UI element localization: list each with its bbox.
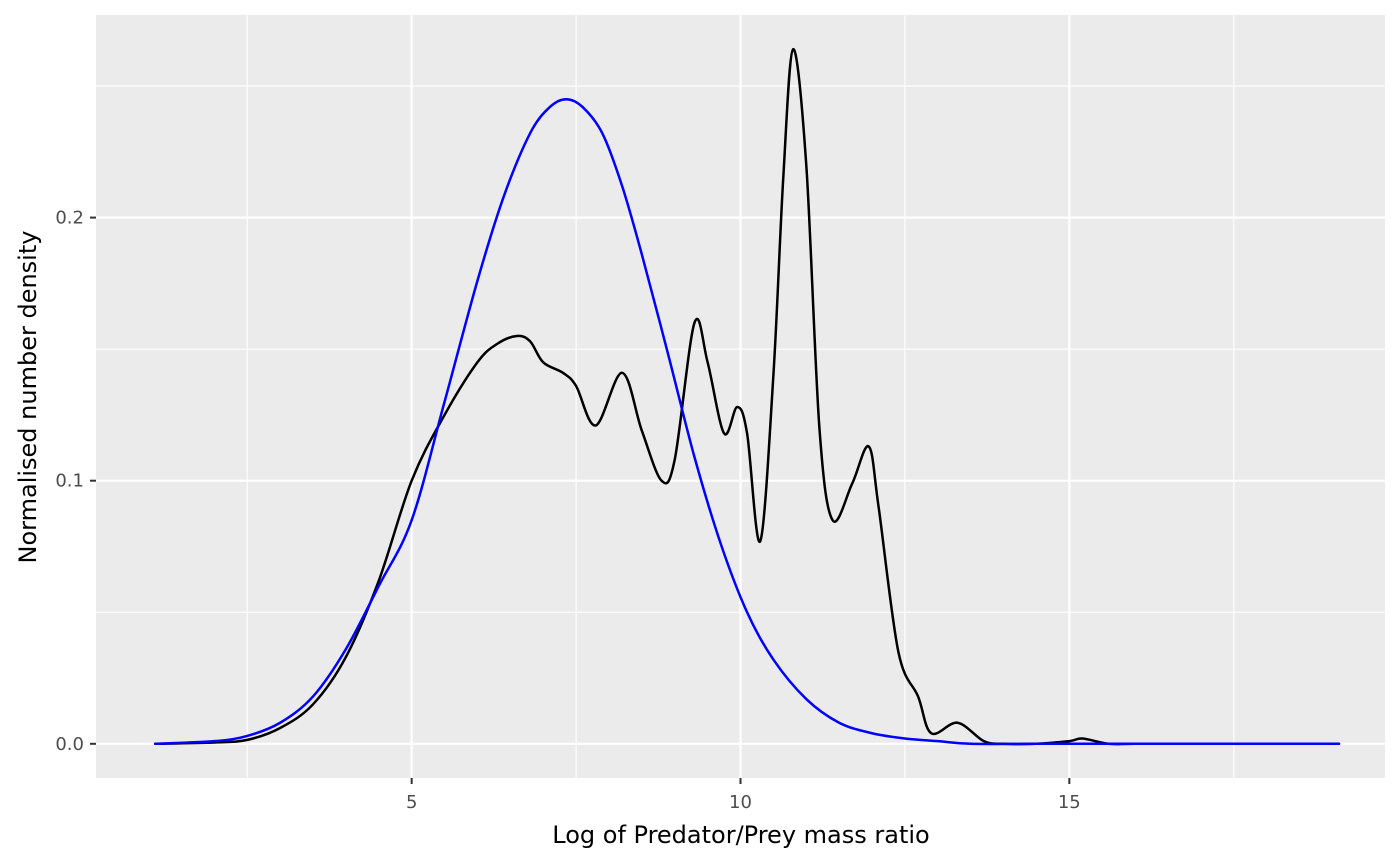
y-tick-label: 0.1 <box>55 471 84 492</box>
x-tick-label: 10 <box>729 792 752 813</box>
axis-layer: 5 10 15 0.0 0.1 0.2 <box>55 208 1080 813</box>
x-axis-title: Log of Predator/Prey mass ratio <box>552 821 929 849</box>
y-axis-title: Normalised number density <box>14 231 42 564</box>
fitted-density-line <box>153 97 1341 746</box>
y-tick-label: 0.0 <box>55 734 84 755</box>
x-tick-label: 5 <box>406 792 417 813</box>
series-layer <box>153 47 1341 746</box>
observed-density-line <box>153 47 1341 746</box>
y-tick-label: 0.2 <box>55 208 84 229</box>
x-tick-label: 15 <box>1058 792 1081 813</box>
